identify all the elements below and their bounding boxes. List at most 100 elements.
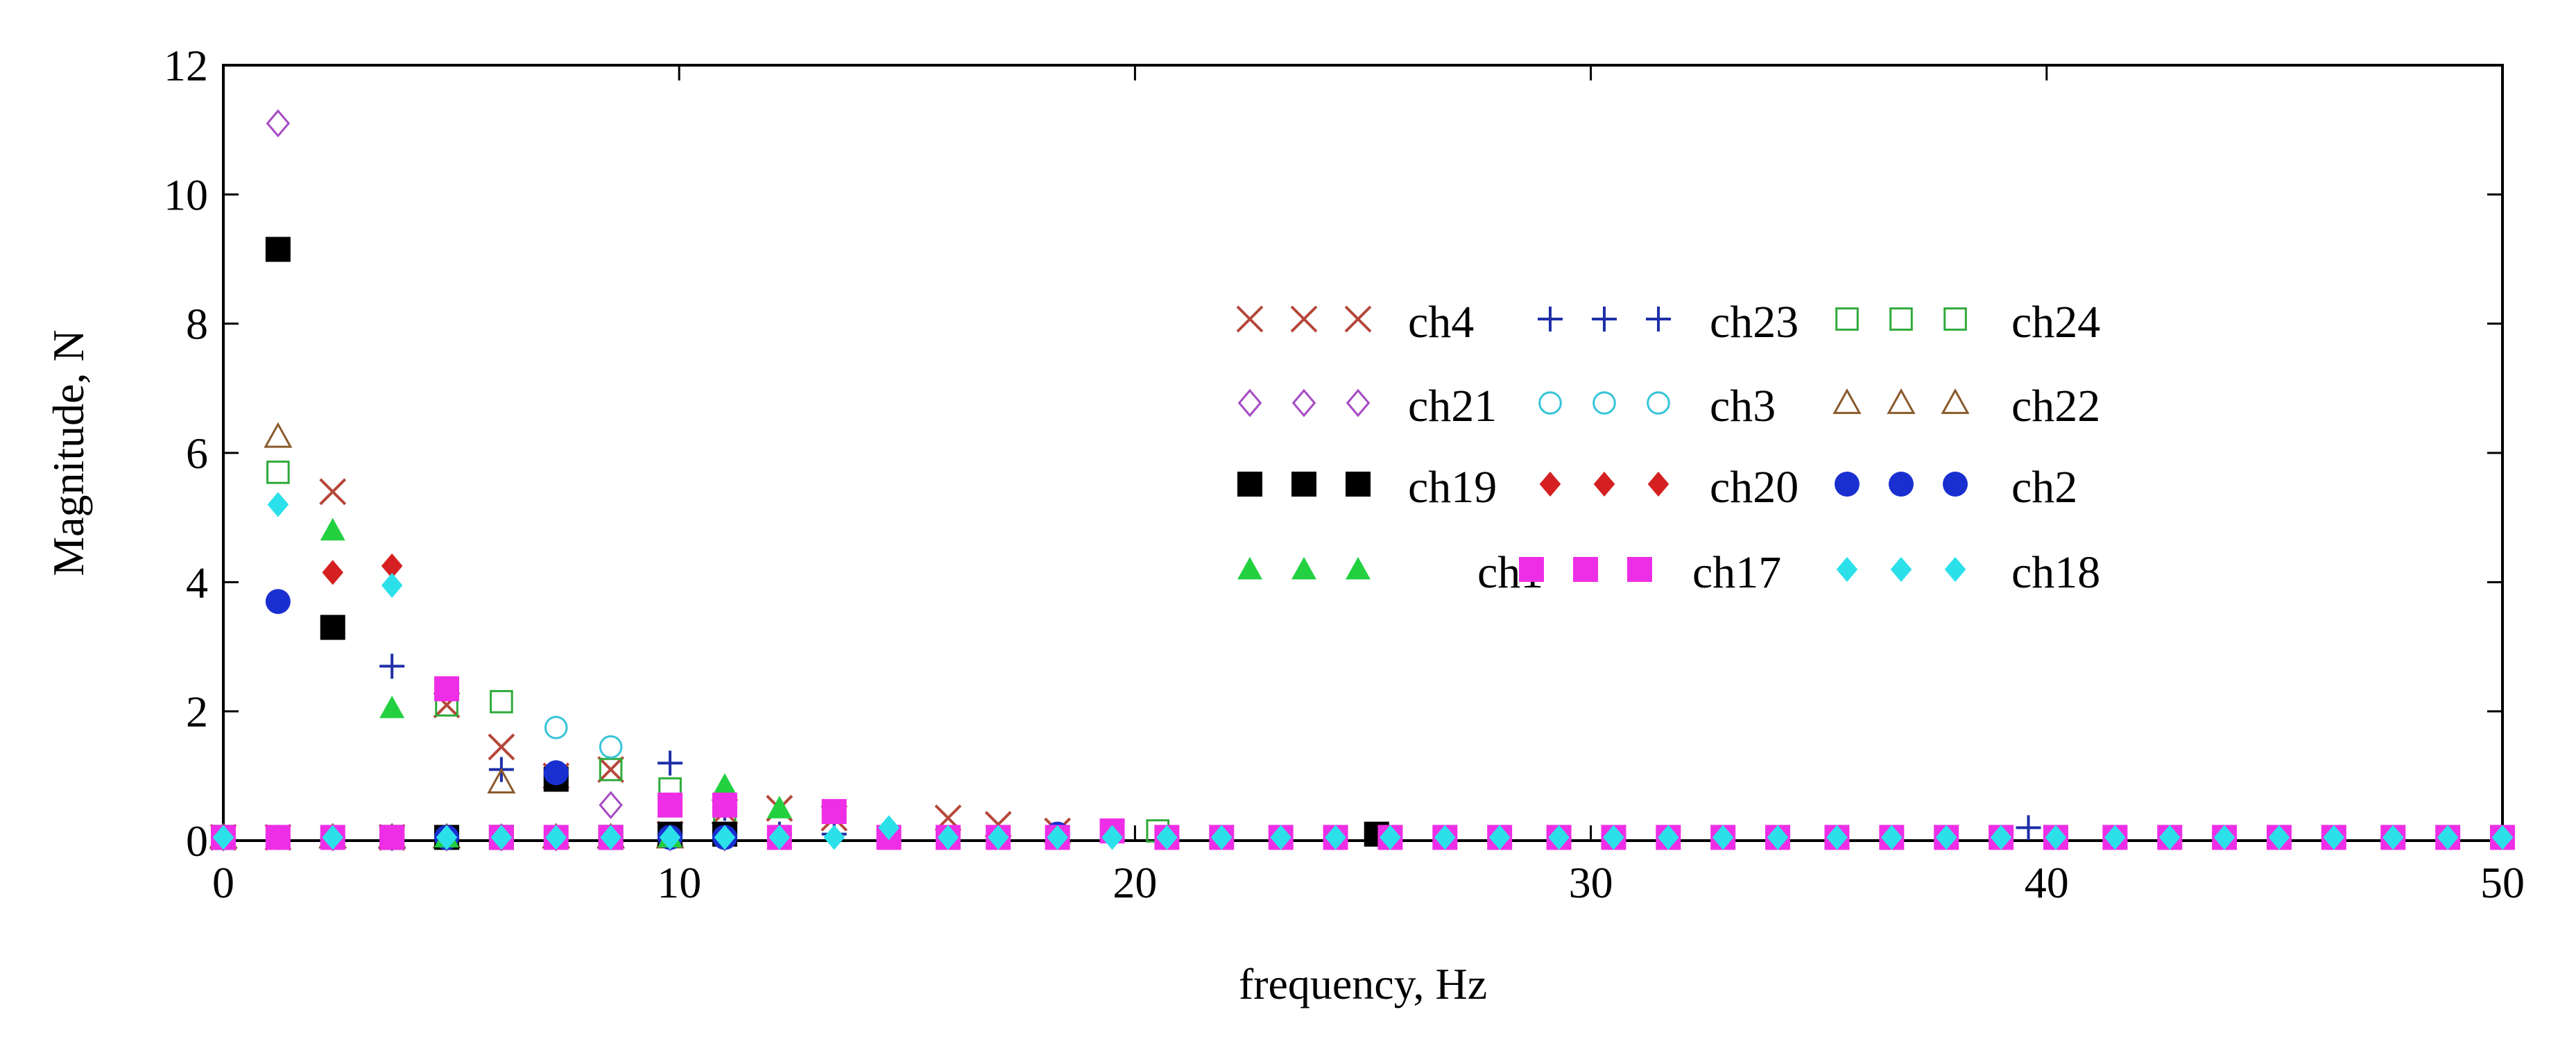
data-point-ch23 — [2016, 815, 2041, 841]
y-tick-label: 10 — [164, 170, 208, 219]
legend-marker — [1237, 557, 1262, 580]
legend-marker — [1236, 305, 1264, 333]
data-point-ch1 — [712, 773, 737, 796]
legend-marker — [1944, 557, 1966, 582]
y-tick-label: 2 — [186, 687, 208, 737]
data-point-ch18 — [1767, 825, 1789, 850]
legend-marker — [1344, 305, 1372, 333]
legend-marker — [1627, 557, 1652, 582]
legend-marker — [1291, 472, 1316, 497]
data-point-ch18 — [1548, 825, 1570, 850]
legend-item-ch17: ch17 — [1519, 547, 1781, 598]
data-point-ch18 — [1380, 825, 1401, 850]
y-tick-label: 12 — [164, 41, 208, 90]
y-axis-label: Magnitude, N — [44, 329, 93, 576]
x-tick-label: 20 — [1113, 858, 1157, 907]
legend-marker — [1573, 557, 1598, 582]
legend-marker — [1291, 388, 1316, 418]
legend-label: ch2 — [2011, 462, 2077, 513]
legend-marker — [1346, 388, 1371, 418]
data-point-ch18 — [1047, 825, 1068, 850]
data-point-ch4 — [597, 756, 625, 783]
legend-marker — [1889, 307, 1913, 331]
data-point-ch18 — [878, 815, 900, 841]
legend-marker — [1291, 557, 1316, 580]
legend-label: ch17 — [1692, 547, 1781, 598]
legend-item-ch4: ch4 — [1236, 297, 1474, 347]
legend-marker — [1647, 472, 1669, 497]
data-point-ch17 — [821, 799, 847, 825]
legend-marker — [1835, 472, 1860, 497]
legend-item-ch2: ch2 — [1835, 462, 2077, 513]
legend-marker — [1836, 557, 1858, 582]
data-point-ch17 — [379, 825, 405, 850]
data-point-ch18 — [1881, 825, 1903, 850]
data-point-ch1 — [379, 696, 405, 719]
legend-marker — [1592, 391, 1616, 415]
legend-item-ch23: ch23 — [1538, 297, 1798, 347]
data-point-ch24 — [490, 689, 513, 714]
data-point-ch1 — [320, 517, 345, 541]
legend-marker — [1941, 388, 1970, 414]
y-tick-label: 8 — [186, 300, 208, 349]
legend-marker — [1237, 388, 1262, 418]
data-point-ch24 — [599, 757, 623, 782]
data-point-ch18 — [267, 492, 289, 517]
y-tick-label: 4 — [186, 558, 208, 607]
legend-label: ch20 — [1710, 462, 1798, 513]
data-point-ch18 — [2268, 825, 2290, 850]
data-point-ch23 — [379, 653, 405, 679]
legend-marker — [1646, 307, 1671, 332]
legend-marker — [1835, 307, 1859, 331]
legend-marker — [1593, 472, 1615, 497]
data-point-ch18 — [2437, 825, 2459, 850]
x-tick-label: 0 — [212, 858, 234, 907]
data-point-ch18 — [381, 572, 403, 598]
data-point-ch18 — [1990, 825, 2012, 850]
data-point-ch22 — [264, 422, 293, 448]
x-tick-label: 30 — [1569, 858, 1613, 907]
legend-marker — [1943, 307, 1967, 331]
legend-label: ch3 — [1710, 381, 1776, 431]
legend-marker — [1519, 557, 1544, 582]
data-point-ch18 — [2323, 825, 2345, 850]
data-point-ch19 — [320, 615, 345, 640]
data-point-ch3 — [599, 735, 623, 759]
data-point-ch18 — [1935, 825, 1957, 850]
data-point-ch18 — [937, 825, 959, 850]
data-point-ch18 — [2045, 825, 2067, 850]
data-point-ch18 — [545, 825, 567, 850]
data-point-ch18 — [2491, 825, 2514, 850]
data-point-ch18 — [2213, 825, 2235, 850]
legend-item-ch21: ch21 — [1237, 381, 1497, 431]
legend-marker — [1539, 472, 1561, 497]
data-point-ch22 — [487, 768, 516, 794]
data-point-ch3 — [544, 716, 568, 739]
legend-marker — [1346, 557, 1371, 580]
legend-label: ch21 — [1408, 381, 1497, 431]
legend-marker — [1647, 391, 1670, 415]
legend-marker — [1592, 307, 1617, 332]
data-point-ch18 — [1434, 825, 1456, 850]
data-point-ch18 — [322, 825, 344, 850]
data-point-ch17 — [265, 825, 291, 850]
data-point-ch1 — [766, 796, 792, 818]
legend-marker — [1538, 391, 1562, 415]
data-point-ch19 — [265, 237, 291, 262]
legend-item-ch24: ch24 — [1835, 297, 2100, 347]
data-point-ch18 — [212, 825, 234, 850]
data-point-ch18 — [1210, 825, 1233, 850]
legend-marker — [1887, 388, 1916, 414]
data-point-ch18 — [2158, 825, 2181, 850]
data-point-ch20 — [381, 553, 403, 579]
data-point-ch18 — [1712, 825, 1734, 850]
legend-label: ch24 — [2011, 297, 2100, 347]
data-point-ch18 — [600, 825, 621, 850]
legend-label: ch23 — [1710, 297, 1798, 347]
legend-marker — [1832, 388, 1862, 414]
data-point-ch18 — [659, 825, 681, 850]
axis-ticks: 0 10 20 30 40 50 0 2 4 6 8 10 12 — [164, 41, 2525, 907]
